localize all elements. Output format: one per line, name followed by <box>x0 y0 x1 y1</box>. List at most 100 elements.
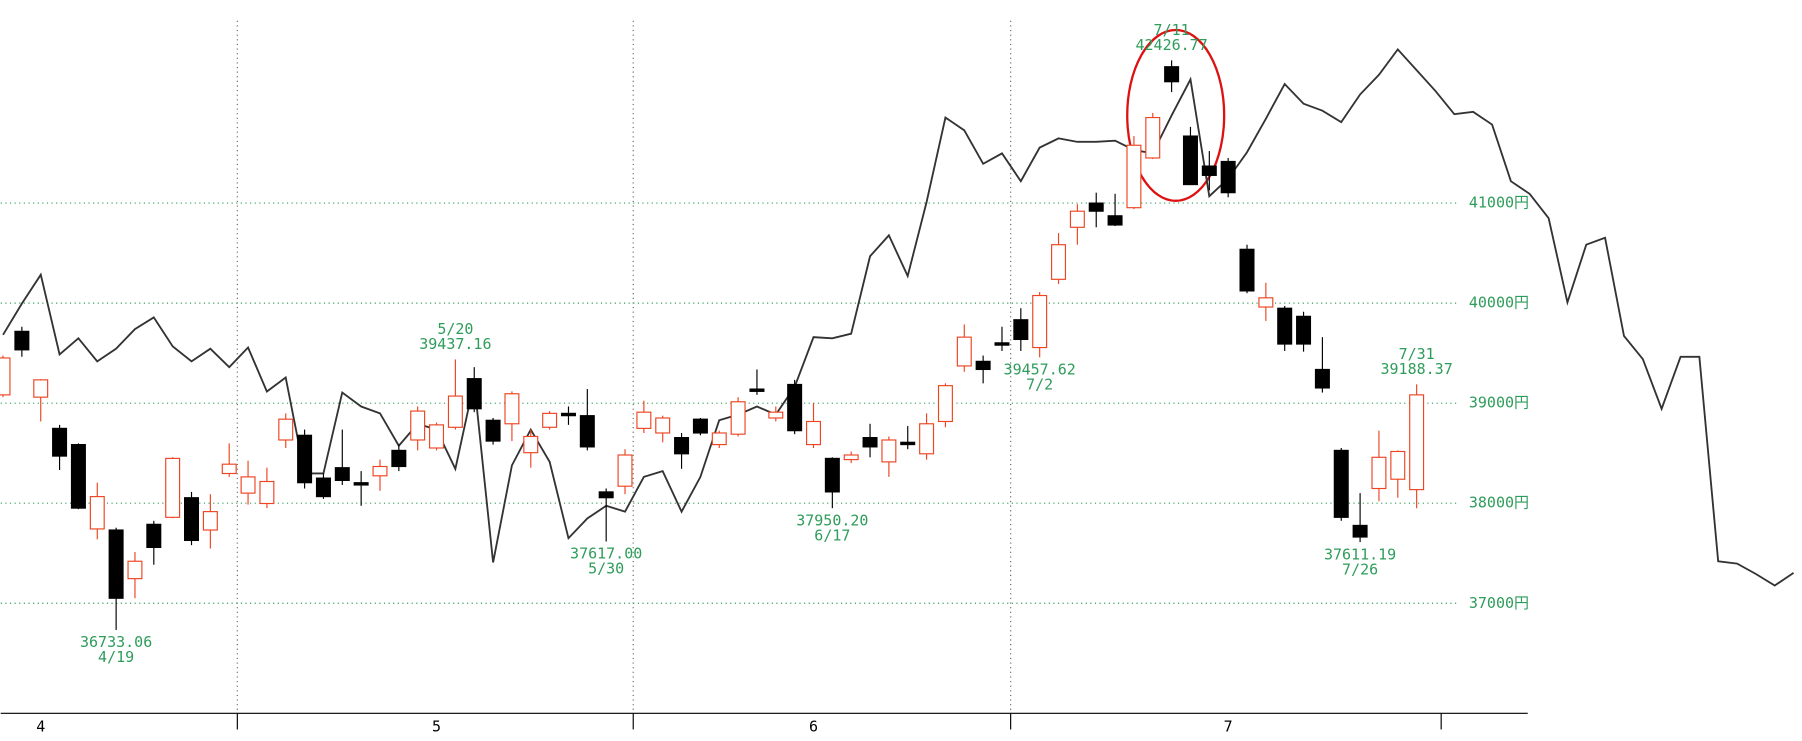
x-tick-label: 6 <box>809 718 818 736</box>
candle-body <box>1258 297 1274 308</box>
candle-body <box>0 357 11 396</box>
candle-body <box>919 423 935 455</box>
candle-body <box>1145 116 1161 159</box>
candle-body <box>900 441 916 446</box>
y-tick-label: 40000円 <box>1469 294 1529 312</box>
y-tick-label: 39000円 <box>1469 394 1529 412</box>
candle-body <box>184 497 200 542</box>
candle-body <box>1051 244 1067 280</box>
candle-body <box>956 336 972 367</box>
candle-body <box>1069 210 1085 228</box>
candle-body <box>560 412 576 417</box>
candle-body <box>730 401 746 435</box>
annotation-date: 7/31 <box>1399 345 1435 363</box>
candle-body <box>768 411 784 419</box>
candle-body <box>1390 450 1406 480</box>
x-tick-label: 7 <box>1224 718 1233 736</box>
annotation-date: 4/19 <box>98 648 134 666</box>
candle-body <box>749 388 765 392</box>
candle-body <box>334 467 350 481</box>
annotation-date: 5/30 <box>588 560 624 578</box>
candle-body <box>881 439 897 463</box>
annotation-value: 39437.16 <box>419 335 491 353</box>
candle-body <box>824 457 840 493</box>
candle-body <box>1032 294 1048 349</box>
candle-body <box>504 393 520 425</box>
candle-body <box>636 411 652 429</box>
annotation-value: 39188.37 <box>1381 360 1453 378</box>
y-tick-label: 37000円 <box>1469 594 1529 612</box>
candle-body <box>108 529 124 599</box>
candle-body <box>617 454 633 487</box>
annotation-date: 7/11 <box>1154 21 1190 39</box>
annotation-value: 36733.06 <box>80 633 152 651</box>
candle-body <box>1314 368 1330 389</box>
candle-body <box>353 482 369 486</box>
candle-body <box>14 330 30 351</box>
annotation-value: 37950.20 <box>796 511 868 529</box>
candle-body <box>429 424 445 449</box>
candle-body <box>1352 524 1368 538</box>
candle-body <box>655 417 671 434</box>
candle-body <box>89 496 105 530</box>
y-tick-label: 41000円 <box>1469 194 1529 212</box>
candle-body <box>410 410 426 441</box>
candle-body <box>33 379 49 398</box>
candle-body <box>542 412 558 428</box>
candle-body <box>1126 144 1142 209</box>
highlight-circle <box>1126 28 1226 202</box>
annotation-date: 6/17 <box>814 526 850 544</box>
annotation-value: 37617.00 <box>570 545 642 563</box>
candle-body <box>1220 160 1236 194</box>
candle-body <box>787 383 803 432</box>
y-tick-label: 38000円 <box>1469 494 1529 512</box>
candle-body <box>127 560 143 580</box>
candle-body <box>259 480 275 505</box>
axis-ticks <box>236 713 1442 730</box>
candle-body <box>1277 307 1293 345</box>
candle-body <box>1088 202 1104 212</box>
candle-body <box>391 449 407 468</box>
annotation-date: 5/20 <box>437 320 473 338</box>
annotation-value: 42426.77 <box>1135 36 1207 54</box>
candle-body <box>975 360 991 371</box>
candle-body <box>1409 394 1425 491</box>
x-tick-label: 5 <box>432 718 441 736</box>
candle-body <box>843 454 859 461</box>
x-tick-label: 4 <box>36 718 45 736</box>
candle-body <box>1182 135 1198 186</box>
candle-body <box>1296 315 1312 345</box>
candle-body <box>1371 456 1387 490</box>
candle-body <box>466 378 482 410</box>
candle-body <box>674 437 690 455</box>
candle-body <box>485 419 501 442</box>
candle-body <box>1107 215 1123 226</box>
candle-body <box>1164 66 1180 83</box>
candle-body <box>1239 248 1255 292</box>
candle-body <box>805 420 822 446</box>
candle-body <box>862 437 878 448</box>
candle-body <box>240 476 256 494</box>
candle-body <box>994 342 1010 346</box>
candle-body <box>52 427 68 457</box>
candle-body <box>523 435 539 454</box>
candle-body <box>221 463 237 475</box>
annotation-date: 7/26 <box>1342 560 1378 578</box>
candle-body <box>1333 449 1349 518</box>
candle-body <box>1201 165 1217 176</box>
candle-body <box>1013 319 1029 341</box>
candle-body <box>315 477 331 498</box>
annotation-value: 37611.19 <box>1324 545 1396 563</box>
candle-body <box>447 395 463 428</box>
candle-body <box>711 432 727 446</box>
candle-body <box>937 385 953 423</box>
candle-body <box>146 523 162 549</box>
candle-body <box>70 444 86 509</box>
candle-body <box>372 465 388 477</box>
candle-body <box>579 415 595 448</box>
candle-body <box>202 511 218 531</box>
month-separators <box>236 20 1012 714</box>
candle-body <box>598 491 614 499</box>
